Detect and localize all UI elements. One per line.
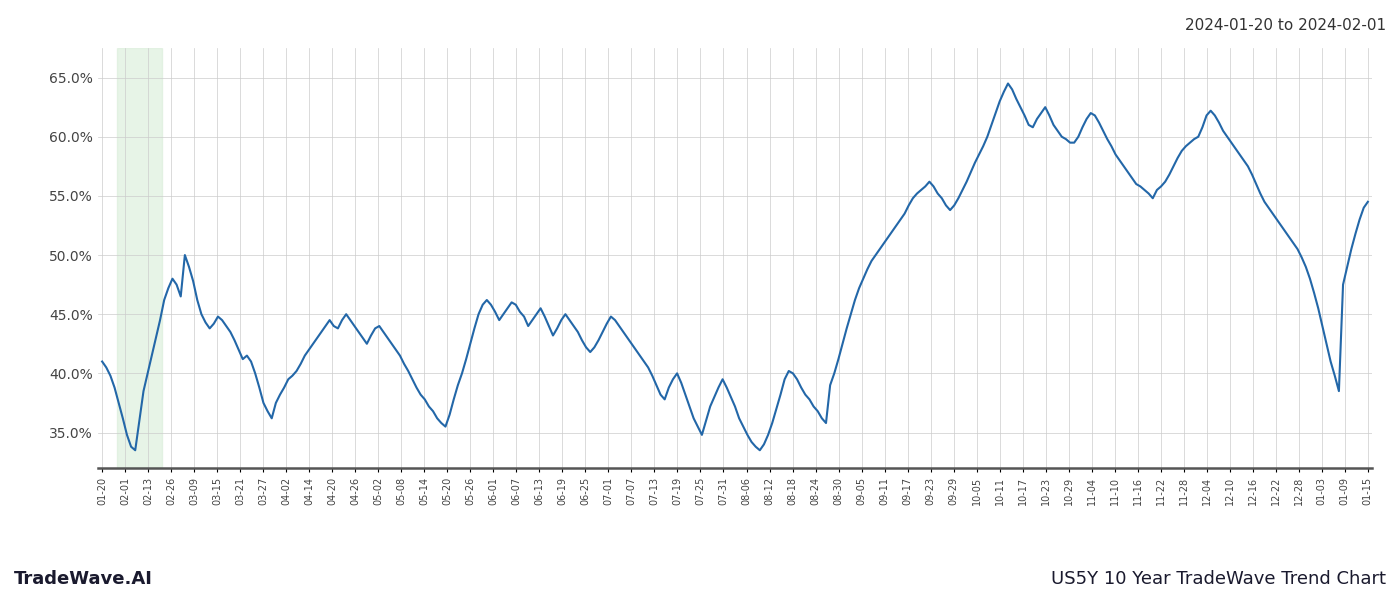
Text: US5Y 10 Year TradeWave Trend Chart: US5Y 10 Year TradeWave Trend Chart bbox=[1051, 570, 1386, 588]
Text: 2024-01-20 to 2024-02-01: 2024-01-20 to 2024-02-01 bbox=[1184, 18, 1386, 33]
Text: TradeWave.AI: TradeWave.AI bbox=[14, 570, 153, 588]
Bar bbox=[118, 48, 161, 468]
